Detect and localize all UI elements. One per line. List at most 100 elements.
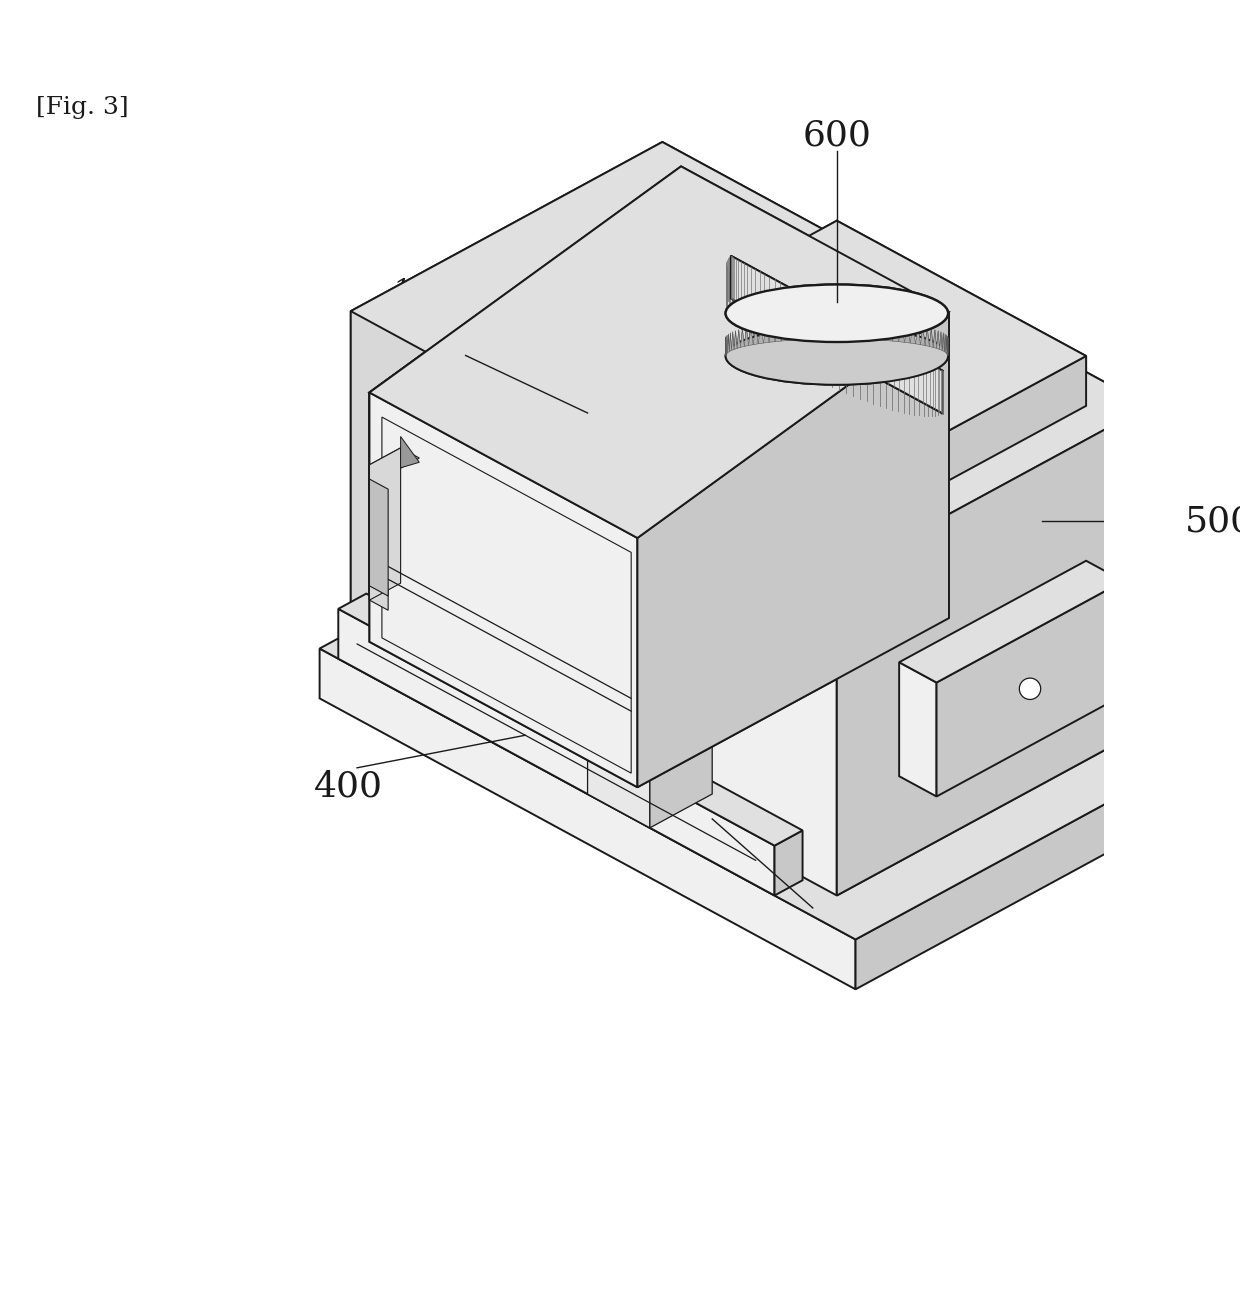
Text: 600: 600	[802, 118, 872, 152]
Circle shape	[1019, 678, 1040, 700]
Polygon shape	[801, 321, 808, 340]
Polygon shape	[940, 332, 942, 350]
Polygon shape	[730, 255, 942, 413]
Polygon shape	[893, 323, 899, 342]
Polygon shape	[526, 237, 1148, 575]
Polygon shape	[781, 323, 787, 341]
Polygon shape	[879, 323, 887, 341]
Polygon shape	[370, 448, 419, 474]
Polygon shape	[899, 662, 936, 797]
Polygon shape	[732, 332, 734, 350]
Polygon shape	[815, 321, 822, 340]
Polygon shape	[370, 465, 388, 610]
Polygon shape	[904, 324, 910, 343]
Text: 500: 500	[1185, 504, 1240, 538]
Polygon shape	[749, 327, 753, 346]
Polygon shape	[370, 393, 637, 787]
Polygon shape	[729, 333, 732, 351]
Polygon shape	[858, 321, 866, 340]
Polygon shape	[730, 255, 942, 413]
Polygon shape	[320, 648, 856, 989]
Polygon shape	[852, 321, 858, 340]
Polygon shape	[662, 143, 837, 557]
Polygon shape	[942, 333, 945, 351]
Polygon shape	[401, 438, 419, 467]
Polygon shape	[370, 448, 401, 600]
Polygon shape	[650, 730, 712, 828]
Polygon shape	[795, 321, 801, 340]
Polygon shape	[401, 437, 419, 468]
Polygon shape	[775, 323, 781, 342]
Polygon shape	[769, 324, 775, 342]
Polygon shape	[856, 736, 1229, 989]
Polygon shape	[915, 327, 920, 345]
Polygon shape	[940, 332, 942, 350]
Text: [Fig. 3]: [Fig. 3]	[36, 96, 128, 119]
Polygon shape	[929, 329, 934, 347]
Polygon shape	[887, 323, 893, 341]
Polygon shape	[732, 332, 734, 350]
Polygon shape	[815, 321, 822, 340]
Polygon shape	[370, 166, 949, 538]
Polygon shape	[370, 480, 388, 596]
Polygon shape	[852, 321, 858, 340]
Polygon shape	[899, 561, 1123, 683]
Polygon shape	[775, 831, 802, 896]
Polygon shape	[764, 324, 769, 343]
Polygon shape	[370, 166, 681, 642]
Polygon shape	[873, 321, 879, 340]
Polygon shape	[758, 325, 764, 343]
Polygon shape	[837, 320, 844, 338]
Polygon shape	[893, 323, 899, 342]
Polygon shape	[737, 329, 740, 349]
Polygon shape	[588, 220, 1086, 491]
Polygon shape	[936, 330, 940, 350]
Polygon shape	[370, 393, 637, 787]
Polygon shape	[866, 321, 873, 340]
Polygon shape	[925, 328, 929, 346]
Polygon shape	[320, 446, 1229, 940]
Polygon shape	[873, 321, 879, 340]
Polygon shape	[934, 329, 936, 349]
Polygon shape	[769, 324, 775, 342]
Polygon shape	[744, 328, 749, 346]
Polygon shape	[775, 323, 781, 342]
Polygon shape	[866, 321, 873, 340]
Polygon shape	[899, 662, 936, 797]
Polygon shape	[740, 329, 744, 347]
Polygon shape	[837, 356, 1086, 542]
Polygon shape	[526, 308, 837, 726]
Polygon shape	[753, 327, 758, 345]
Polygon shape	[837, 320, 844, 338]
Polygon shape	[588, 730, 650, 828]
Polygon shape	[351, 143, 662, 631]
Polygon shape	[588, 710, 712, 778]
Polygon shape	[801, 321, 808, 340]
Polygon shape	[740, 329, 744, 347]
Polygon shape	[734, 330, 737, 350]
Polygon shape	[936, 330, 940, 350]
Polygon shape	[728, 334, 729, 353]
Text: 200: 200	[394, 338, 464, 372]
Polygon shape	[729, 333, 732, 351]
Polygon shape	[795, 321, 801, 340]
Ellipse shape	[725, 328, 949, 385]
Polygon shape	[936, 581, 1123, 797]
Polygon shape	[844, 320, 852, 338]
Polygon shape	[749, 327, 753, 346]
Polygon shape	[382, 542, 520, 666]
Polygon shape	[781, 323, 787, 341]
Text: 1: 1	[392, 279, 409, 306]
Polygon shape	[370, 465, 388, 610]
Polygon shape	[830, 320, 837, 338]
Ellipse shape	[725, 328, 949, 385]
Polygon shape	[915, 327, 920, 345]
Text: 400: 400	[314, 770, 383, 804]
Polygon shape	[945, 334, 946, 353]
Polygon shape	[837, 406, 1148, 896]
Polygon shape	[526, 237, 837, 726]
Text: 100: 100	[815, 910, 884, 943]
Polygon shape	[351, 311, 526, 726]
Polygon shape	[920, 327, 925, 346]
Polygon shape	[879, 323, 887, 341]
